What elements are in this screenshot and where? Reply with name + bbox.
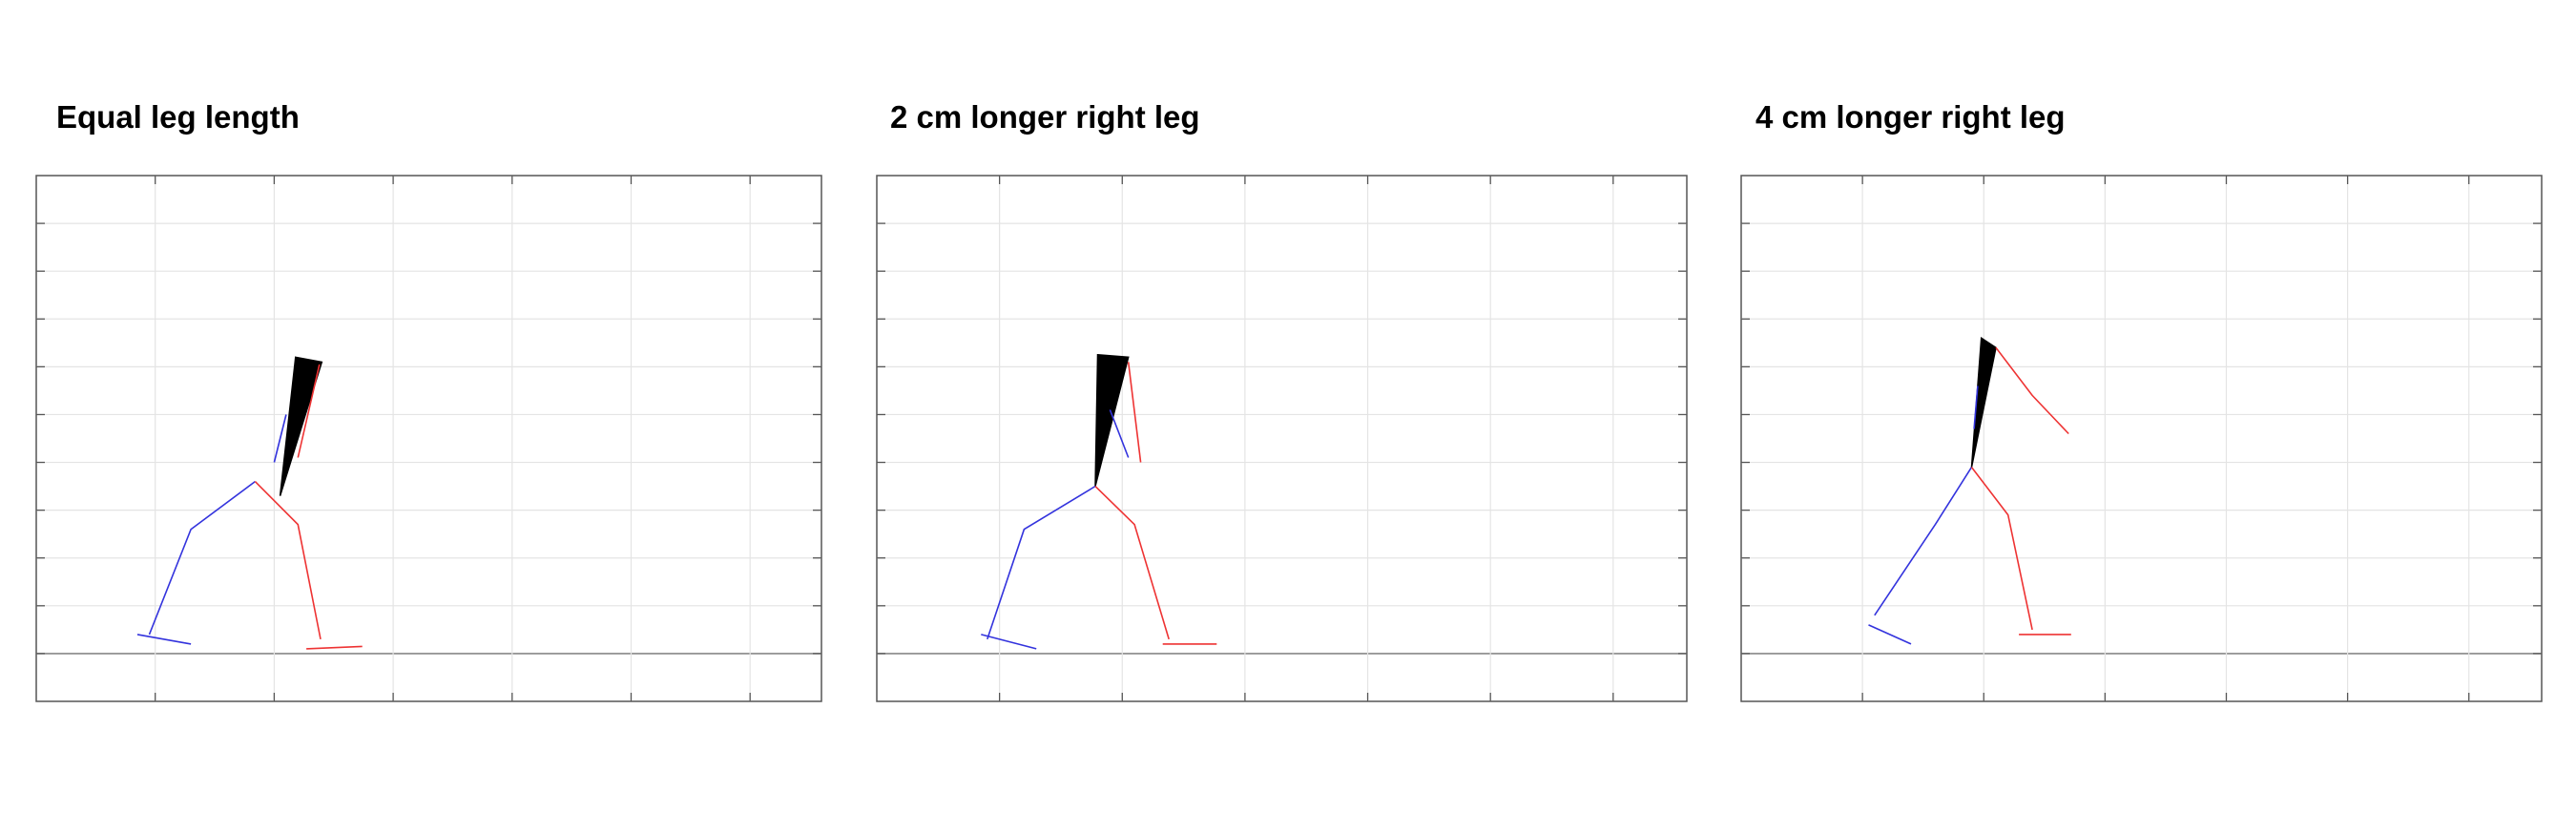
panel-title-equal: Equal leg length <box>56 99 300 135</box>
right-leg <box>1094 486 1170 640</box>
right-foot <box>306 645 363 650</box>
left-foot <box>136 634 192 645</box>
axes-frame <box>876 175 1688 702</box>
right-arm <box>1995 346 2069 435</box>
trunk <box>1094 353 1130 487</box>
left-leg <box>148 480 256 636</box>
left-arm <box>1973 386 1979 429</box>
left-arm <box>273 414 287 463</box>
trunk <box>279 356 323 496</box>
right-leg <box>254 481 322 640</box>
right-leg <box>1970 467 2033 631</box>
left-leg <box>987 485 1096 640</box>
panel-4cm-longer-right-leg <box>1740 175 2543 702</box>
left-leg <box>1874 467 1973 616</box>
panel-equal-leg-length <box>35 175 822 702</box>
panel-2cm-longer-right-leg <box>876 175 1688 702</box>
axes-frame <box>1740 175 2543 702</box>
right-arm <box>1127 362 1142 463</box>
left-foot <box>1868 624 1912 645</box>
panel-title-4cm: 4 cm longer right leg <box>1755 99 2066 135</box>
panel-title-2cm: 2 cm longer right leg <box>890 99 1200 135</box>
axes-frame <box>35 175 822 702</box>
right-arm <box>297 364 321 458</box>
left-arm <box>1109 409 1130 458</box>
left-foot <box>981 634 1037 650</box>
